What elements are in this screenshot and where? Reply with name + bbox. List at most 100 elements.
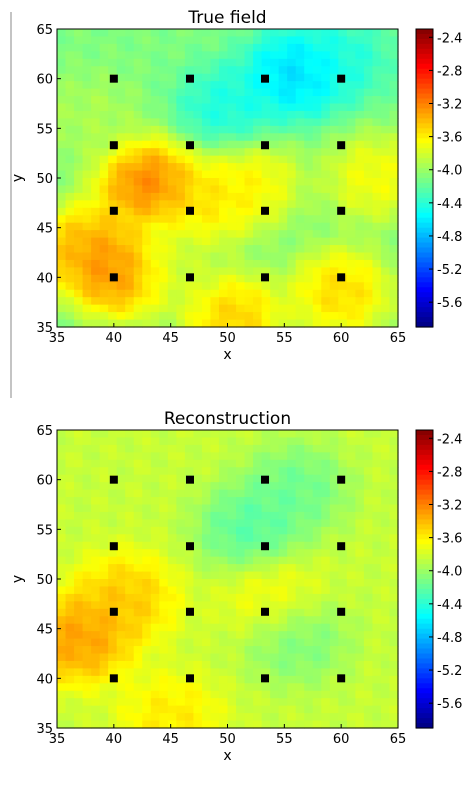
heatmap-cell xyxy=(355,482,365,491)
heatmap-cell xyxy=(167,252,177,261)
heatmap-cell xyxy=(278,267,288,276)
heatmap-cell xyxy=(74,133,84,142)
heatmap-cell xyxy=(167,289,177,298)
heatmap-cell xyxy=(338,230,348,239)
heatmap-cell xyxy=(65,467,75,476)
heatmap-cell xyxy=(380,526,391,535)
heatmap-cell xyxy=(278,631,288,640)
heatmap-cell xyxy=(167,66,177,75)
heatmap-cell xyxy=(372,133,382,142)
heatmap-cell xyxy=(99,66,109,75)
heatmap-cell xyxy=(57,200,67,209)
heatmap-cell xyxy=(184,148,195,157)
heatmap-cell xyxy=(261,110,271,119)
heatmap-cell xyxy=(287,541,297,550)
heatmap-cell xyxy=(74,608,84,617)
heatmap-cell xyxy=(295,274,305,283)
heatmap-cell xyxy=(329,474,339,483)
heatmap-cell xyxy=(338,237,348,246)
heatmap-cell xyxy=(355,88,365,97)
heatmap-cell xyxy=(304,207,314,216)
heatmap-cell xyxy=(338,222,348,231)
heatmap-cell xyxy=(287,43,297,52)
heatmap-cell xyxy=(261,713,271,722)
heatmap-cell xyxy=(74,623,84,632)
heatmap-cell xyxy=(116,474,126,483)
heatmap-cell xyxy=(380,564,391,573)
heatmap-cell xyxy=(355,125,365,134)
heatmap-cell xyxy=(125,683,135,692)
heatmap-cell xyxy=(150,43,160,52)
heatmap-cell xyxy=(99,675,109,684)
heatmap-cell xyxy=(201,230,212,239)
heatmap-cell xyxy=(91,207,101,216)
heatmap-cell xyxy=(57,579,67,588)
heatmap-cell xyxy=(218,720,229,729)
heatmap-cell xyxy=(210,556,220,565)
heatmap-cell xyxy=(201,534,212,543)
heatmap-cell xyxy=(167,526,177,535)
heatmap-cell xyxy=(270,564,280,573)
colorbar-segment xyxy=(416,282,433,288)
heatmap-cell xyxy=(116,526,126,535)
heatmap-cell xyxy=(82,720,92,729)
heatmap-cell xyxy=(125,556,135,565)
heatmap-cell xyxy=(338,601,348,610)
heatmap-cell xyxy=(159,564,169,573)
heatmap-cell xyxy=(176,192,186,201)
heatmap-cell xyxy=(295,690,305,699)
heatmap-cell xyxy=(108,297,118,306)
heatmap-cell xyxy=(65,297,75,306)
colorbar-segment xyxy=(416,123,433,129)
colorbar-segment xyxy=(416,217,433,224)
heatmap-cell xyxy=(218,297,229,306)
heatmap-cell xyxy=(82,660,92,669)
heatmap-cell xyxy=(142,631,152,640)
heatmap-cell xyxy=(372,297,382,306)
heatmap-cell xyxy=(176,549,186,558)
heatmap-cell xyxy=(57,482,67,491)
heatmap-cell xyxy=(218,222,229,231)
heatmap-cell xyxy=(57,58,67,67)
heatmap-cell xyxy=(125,623,135,632)
heatmap-cell xyxy=(91,504,101,513)
heatmap-cell xyxy=(65,653,75,662)
heatmap-cell xyxy=(355,110,365,119)
heatmap-cell xyxy=(201,482,212,491)
heatmap-cell xyxy=(218,541,229,550)
heatmap-cell xyxy=(338,185,348,194)
heatmap-cell xyxy=(65,593,75,602)
heatmap-cell xyxy=(159,482,169,491)
heatmap-cell xyxy=(91,571,101,580)
heatmap-cell xyxy=(355,430,365,439)
heatmap-cell xyxy=(201,631,212,640)
heatmap-cell xyxy=(312,215,322,224)
heatmap-cell xyxy=(150,103,160,112)
heatmap-cell xyxy=(184,646,195,655)
heatmap-cell xyxy=(193,623,203,632)
heatmap-cell xyxy=(278,282,288,291)
heatmap-cell xyxy=(210,608,220,617)
heatmap-cell xyxy=(74,571,84,580)
heatmap-cell xyxy=(355,73,365,82)
heatmap-cell xyxy=(338,616,348,625)
heatmap-cell xyxy=(295,437,305,446)
heatmap-cell xyxy=(82,110,92,119)
heatmap-cell xyxy=(218,474,229,483)
heatmap-cell xyxy=(108,103,118,112)
heatmap-cell xyxy=(65,200,75,209)
heatmap-cell xyxy=(372,437,382,446)
heatmap-cell xyxy=(133,148,143,157)
heatmap-cell xyxy=(167,444,177,453)
heatmap-cell xyxy=(201,103,212,112)
heatmap-cell xyxy=(389,519,399,528)
heatmap-cell xyxy=(116,88,126,97)
heatmap-cell xyxy=(287,608,297,617)
heatmap-cell xyxy=(312,282,322,291)
heatmap-cell xyxy=(108,497,118,506)
heatmap-cell xyxy=(91,631,101,640)
heatmap-cell xyxy=(108,593,118,602)
heatmap-cell xyxy=(116,579,126,588)
heatmap-cell xyxy=(142,140,152,149)
heatmap-cell xyxy=(159,720,169,729)
